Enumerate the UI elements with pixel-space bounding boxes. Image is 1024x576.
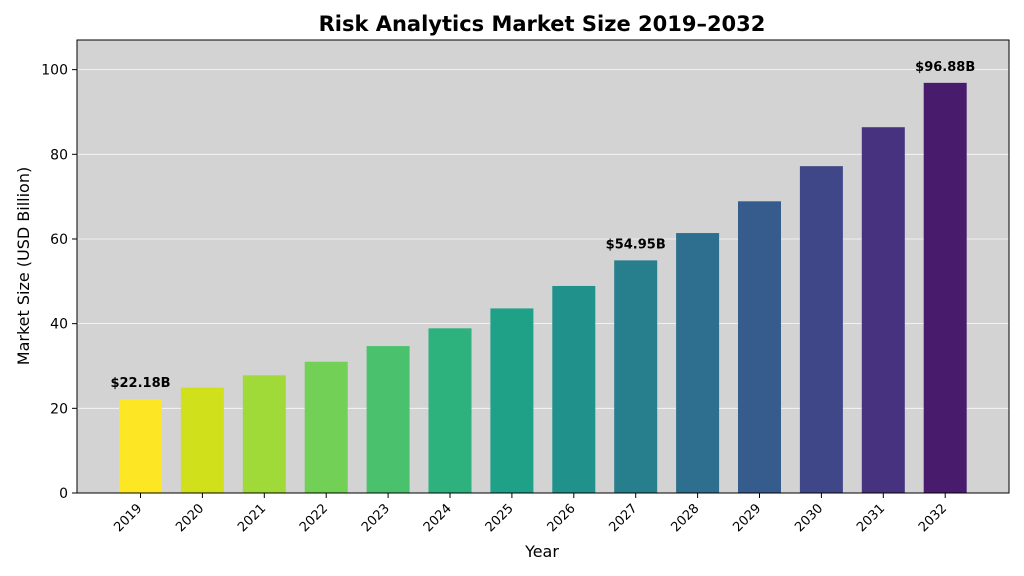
bar-2032 bbox=[923, 82, 967, 493]
x-tick-label-2022: 2022 bbox=[297, 501, 331, 535]
x-tick-label-2020: 2020 bbox=[173, 501, 207, 535]
bar-2028 bbox=[676, 233, 720, 493]
bar-2024 bbox=[428, 328, 472, 493]
y-tick-label-100: 100 bbox=[41, 63, 68, 79]
x-tick-label-2026: 2026 bbox=[545, 501, 579, 535]
bar-2020 bbox=[180, 387, 224, 493]
x-tick-label-2028: 2028 bbox=[668, 501, 702, 535]
y-tick-label-20: 20 bbox=[50, 401, 68, 417]
bar-2025 bbox=[490, 308, 534, 493]
y-tick-label-40: 40 bbox=[50, 317, 68, 333]
x-tick-label-2030: 2030 bbox=[792, 501, 826, 535]
y-axis: 0 20 40 60 80 100 bbox=[41, 63, 77, 502]
plot-frame bbox=[76, 39, 1010, 494]
x-tick-label-2021: 2021 bbox=[235, 501, 269, 535]
y-tick-label-80: 80 bbox=[50, 147, 68, 163]
data-labels: $22.18B $54.95B $96.88B bbox=[110, 60, 975, 391]
x-tick-label-2025: 2025 bbox=[483, 501, 517, 535]
x-axis: 2019 2020 2021 2022 2023 2024 2025 2026 2027 2028… bbox=[111, 493, 950, 535]
y-axis-label: Market Size (USD Billion) bbox=[14, 167, 33, 365]
bar-2021 bbox=[242, 375, 286, 493]
x-tick-label-2023: 2023 bbox=[359, 501, 393, 535]
x-tick-label-2032: 2032 bbox=[916, 501, 950, 535]
bar-2019 bbox=[119, 399, 162, 493]
bar-2029 bbox=[738, 201, 781, 493]
gridlines bbox=[77, 69, 1009, 409]
x-tick-label-2027: 2027 bbox=[607, 501, 641, 535]
y-tick-label-0: 0 bbox=[59, 486, 68, 502]
x-axis-label: Year bbox=[524, 542, 559, 561]
bars-group bbox=[119, 82, 967, 494]
bar-2026 bbox=[552, 285, 596, 493]
data-label-2027: $54.95B bbox=[606, 237, 666, 252]
bar-2031 bbox=[861, 127, 905, 494]
bar-2023 bbox=[366, 346, 410, 493]
bar-2030 bbox=[799, 166, 843, 494]
x-tick-label-2031: 2031 bbox=[854, 501, 888, 535]
x-tick-label-2019: 2019 bbox=[111, 501, 145, 535]
x-tick-label-2024: 2024 bbox=[421, 501, 455, 535]
bar-2022 bbox=[304, 361, 348, 493]
data-label-2019: $22.18B bbox=[110, 376, 170, 391]
chart-title: Risk Analytics Market Size 2019–2032 bbox=[319, 12, 766, 36]
data-label-2032: $96.88B bbox=[915, 60, 975, 75]
y-tick-label-60: 60 bbox=[50, 232, 68, 248]
plot-area bbox=[76, 39, 1010, 494]
bar-2027 bbox=[614, 260, 658, 493]
x-tick-label-2029: 2029 bbox=[730, 501, 764, 535]
